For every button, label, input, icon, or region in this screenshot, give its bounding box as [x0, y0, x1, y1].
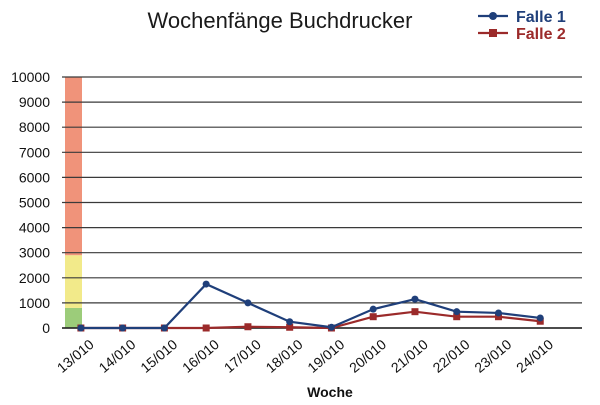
x-tick-label: 24/010: [513, 336, 556, 376]
x-tick-label: 18/010: [263, 336, 306, 376]
data-point: [77, 324, 85, 332]
x-tick-label: 15/010: [137, 336, 180, 376]
threshold-band-0: [65, 307, 82, 328]
y-tick-label: 0: [42, 320, 50, 336]
y-tick-label: 5000: [19, 195, 50, 211]
data-point: [453, 313, 461, 321]
y-tick-label: 1000: [19, 295, 50, 311]
data-point: [369, 305, 377, 313]
x-tick-label: 20/010: [346, 336, 389, 376]
legend-label: Falle 2: [516, 26, 566, 43]
y-tick-label: 3000: [19, 245, 50, 261]
legend-marker: [489, 29, 497, 37]
x-tick-label: 22/010: [430, 336, 473, 376]
data-point: [160, 324, 168, 332]
y-tick-label: 10000: [11, 69, 50, 85]
y-tick-label: 7000: [19, 144, 50, 160]
threshold-band-1: [65, 255, 82, 308]
series-line-1: [80, 282, 541, 330]
y-tick-label: 8000: [19, 119, 50, 135]
x-tick-label: 16/010: [179, 336, 222, 376]
x-tick-label: 21/010: [388, 336, 431, 376]
x-tick-label: 19/010: [304, 336, 347, 376]
data-point: [286, 318, 294, 326]
data-point: [411, 295, 419, 303]
data-point: [202, 324, 210, 332]
x-tick-label: 17/010: [221, 336, 264, 376]
data-point: [327, 323, 335, 331]
data-point: [453, 308, 461, 316]
legend-marker: [489, 12, 497, 20]
x-tick-label: 14/010: [95, 336, 138, 376]
data-point: [494, 313, 502, 321]
data-point: [119, 324, 127, 332]
y-tick-label: 4000: [19, 220, 50, 236]
data-point: [244, 323, 252, 331]
chart-title: Wochenfänge Buchdrucker: [147, 8, 413, 33]
legend-label: Falle 1: [516, 9, 566, 26]
x-axis-title: Woche: [307, 384, 353, 400]
data-point: [244, 299, 252, 307]
y-tick-label: 6000: [19, 169, 50, 185]
threshold-band-2: [65, 77, 82, 256]
data-point: [286, 323, 294, 331]
data-point: [411, 308, 419, 316]
data-point: [494, 309, 502, 317]
data-point: [536, 314, 544, 322]
data-point: [369, 313, 377, 321]
x-tick-label: 23/010: [471, 336, 514, 376]
x-tick-label: 13/010: [54, 336, 97, 376]
data-point: [202, 280, 210, 288]
y-tick-label: 9000: [19, 94, 50, 110]
y-tick-label: 2000: [19, 270, 50, 286]
